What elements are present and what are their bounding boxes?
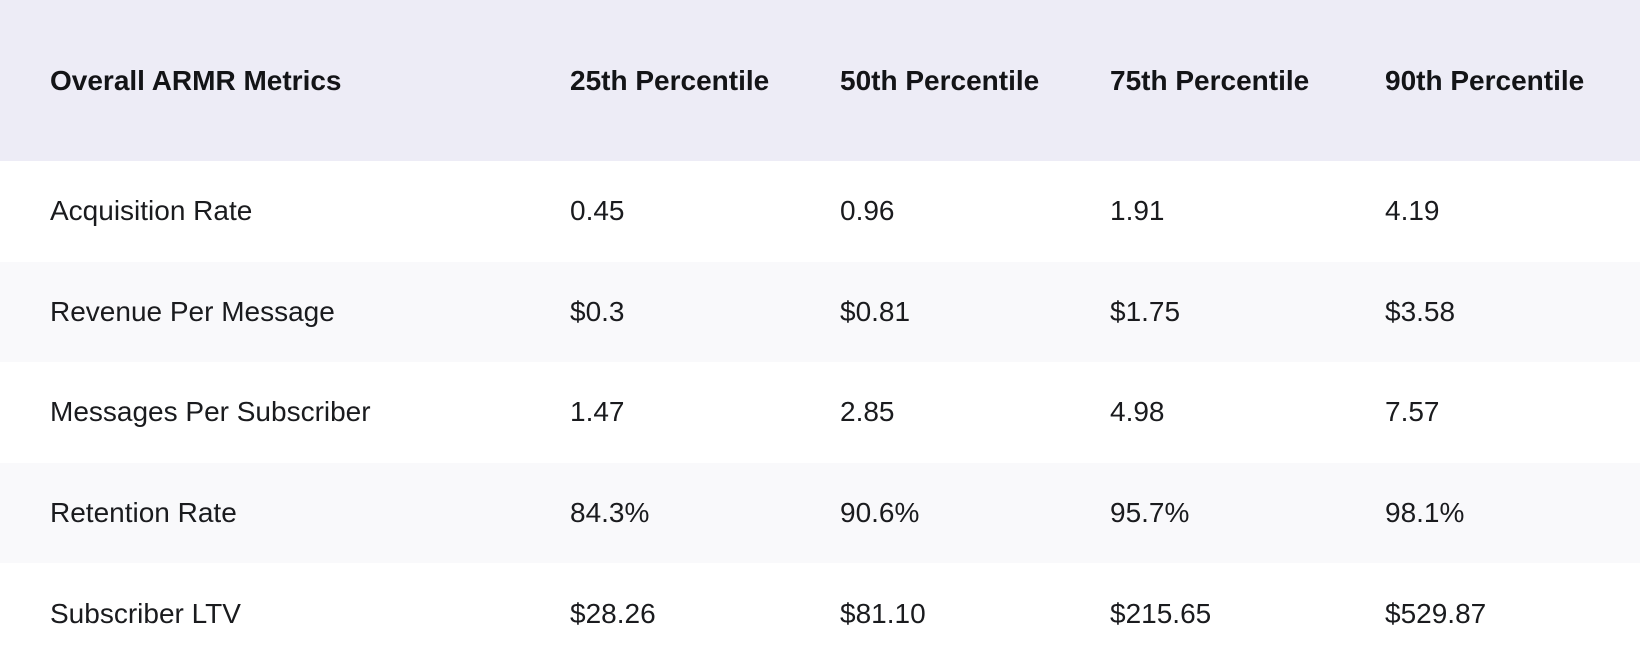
column-header-label: 50th Percentile [840, 64, 1040, 96]
metric-value-cell: 0.45 [570, 195, 625, 227]
metric-value-cell: $3.58 [1385, 295, 1456, 327]
metric-value-cell: $529.87 [1385, 597, 1487, 629]
metric-value-cell: $28.26 [570, 597, 656, 629]
metric-value-cell: $1.75 [1110, 295, 1181, 327]
metric-value-cell: $215.65 [1110, 597, 1212, 629]
metric-value-cell: 1.91 [1110, 195, 1165, 227]
table-row: Retention Rate 84.3% 90.6% 95.7% 98.1% [0, 462, 1640, 564]
metric-name-cell: Retention Rate [50, 497, 237, 529]
metric-value-cell: 1.47 [570, 396, 625, 428]
column-header-90th-percentile: 90th Percentile [1385, 57, 1640, 105]
column-header-label: 90th Percentile [1385, 64, 1585, 96]
metric-value-cell: 0.96 [840, 195, 895, 227]
metric-value-cell: 90.6% [840, 497, 920, 529]
table-row: Subscriber LTV $28.26 $81.10 $215.65 $52… [0, 563, 1640, 664]
column-header-label: 25th Percentile [570, 64, 770, 96]
metric-value-cell: 4.19 [1385, 195, 1440, 227]
column-header-25th-percentile: 25th Percentile [570, 57, 840, 105]
column-header-50th-percentile: 50th Percentile [840, 57, 1110, 105]
table-row: Acquisition Rate 0.45 0.96 1.91 4.19 [0, 161, 1640, 262]
metric-name-cell: Messages Per Subscriber [50, 396, 371, 428]
metric-name-cell: Subscriber LTV [50, 597, 241, 629]
table-title: Overall ARMR Metrics [50, 64, 342, 96]
metric-value-cell: 98.1% [1385, 497, 1465, 529]
metric-value-cell: 7.57 [1385, 396, 1440, 428]
metric-value-cell: 95.7% [1110, 497, 1190, 529]
metric-name-cell: Acquisition Rate [50, 195, 253, 227]
table-row: Messages Per Subscriber 1.47 2.85 4.98 7… [0, 362, 1640, 463]
column-header-label: 75th Percentile [1110, 64, 1310, 96]
metric-value-cell: $81.10 [840, 597, 926, 629]
metric-value-cell: $0.3 [570, 295, 625, 327]
metric-value-cell: $0.81 [840, 295, 911, 327]
metric-value-cell: 2.85 [840, 396, 895, 428]
metric-value-cell: 4.98 [1110, 396, 1165, 428]
table-header-row: Overall ARMR Metrics 25th Percentile 50t… [0, 0, 1640, 161]
metric-name-cell: Revenue Per Message [50, 295, 335, 327]
column-header-75th-percentile: 75th Percentile [1110, 57, 1385, 105]
metric-value-cell: 84.3% [570, 497, 650, 529]
table-row: Revenue Per Message $0.3 $0.81 $1.75 $3.… [0, 261, 1640, 363]
